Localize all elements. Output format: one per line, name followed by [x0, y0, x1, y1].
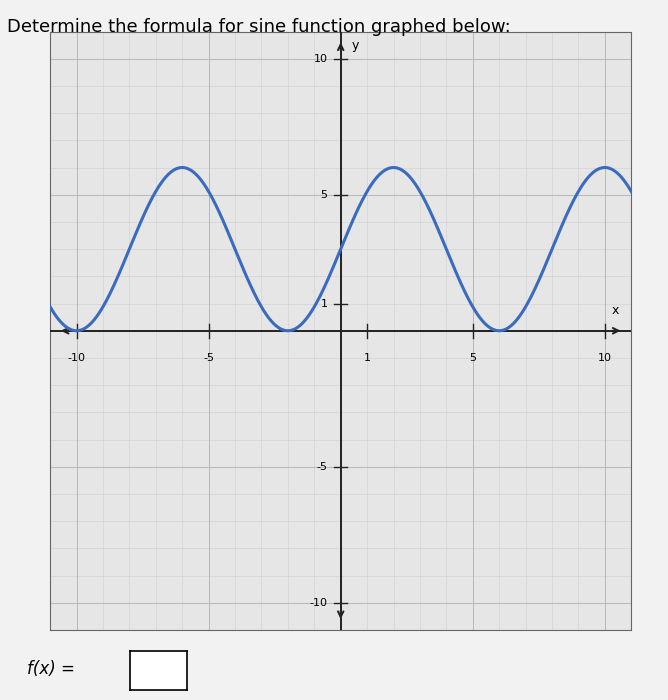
Text: 10: 10 [598, 353, 612, 363]
Text: 1: 1 [321, 298, 327, 309]
Text: -5: -5 [317, 462, 327, 472]
Text: y: y [351, 38, 359, 52]
Text: Determine the formula for sine function graphed below:: Determine the formula for sine function … [7, 18, 510, 36]
Text: -10: -10 [67, 353, 86, 363]
Text: -10: -10 [309, 598, 327, 608]
Text: 5: 5 [469, 353, 476, 363]
Text: -5: -5 [203, 353, 214, 363]
Text: f(x) =: f(x) = [27, 659, 75, 678]
Text: x: x [612, 304, 619, 317]
Text: 1: 1 [363, 353, 371, 363]
Text: 5: 5 [321, 190, 327, 200]
Text: 10: 10 [313, 54, 327, 64]
